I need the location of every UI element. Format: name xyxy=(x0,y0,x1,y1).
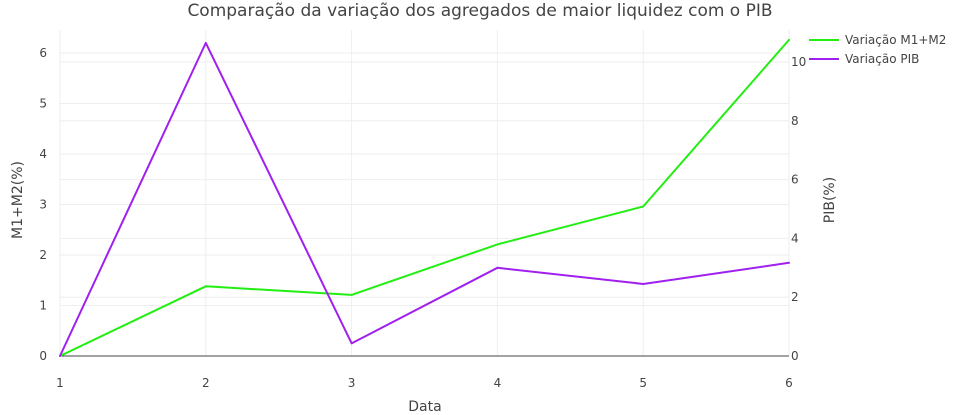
y-left-tick-label: 5 xyxy=(39,97,47,111)
y-left-tick-label: 0 xyxy=(39,349,47,363)
series-lines xyxy=(59,38,790,357)
y-axis-left-ticks: 0 1 2 3 4 5 6 xyxy=(39,46,47,363)
y-left-tick-label: 2 xyxy=(39,248,47,262)
x-tick-label: 6 xyxy=(785,376,793,390)
series-line-pib[interactable] xyxy=(59,41,790,357)
chart-title: Comparação da variação dos agregados de … xyxy=(187,1,772,21)
y-right-tick-label: 2 xyxy=(791,290,799,304)
y-left-tick-label: 3 xyxy=(39,198,47,212)
gridlines xyxy=(59,30,790,356)
legend-item-m1m2[interactable]: Variação M1+M2 xyxy=(809,33,946,47)
x-tick-label: 2 xyxy=(202,376,210,390)
y-axis-right-title: PIB(%) xyxy=(822,177,838,223)
x-axis-title: Data xyxy=(408,399,441,415)
x-axis-ticks: 1 2 3 4 5 6 xyxy=(56,376,793,390)
y-right-tick-label: 6 xyxy=(791,173,799,187)
x-tick-label: 4 xyxy=(494,376,502,390)
y-left-tick-label: 6 xyxy=(39,46,47,60)
y-axis-right-ticks: 0 2 4 6 8 10 xyxy=(791,55,806,363)
y-right-tick-label: 0 xyxy=(791,349,799,363)
x-tick-label: 3 xyxy=(348,376,356,390)
series-line-m1m2[interactable] xyxy=(59,38,790,357)
y-right-tick-label: 8 xyxy=(791,114,799,128)
y-axis-left-title: M1+M2(%) xyxy=(10,161,26,239)
legend-label-m1m2: Variação M1+M2 xyxy=(845,33,946,47)
legend-item-pib[interactable]: Variação PIB xyxy=(809,52,919,66)
legend-label-pib: Variação PIB xyxy=(845,52,919,66)
y-right-tick-label: 4 xyxy=(791,231,799,245)
y-left-tick-label: 1 xyxy=(39,299,47,313)
x-tick-label: 5 xyxy=(639,376,647,390)
y-left-tick-label: 4 xyxy=(39,147,47,161)
legend: Variação M1+M2 Variação PIB xyxy=(809,33,946,66)
x-tick-label: 1 xyxy=(56,376,64,390)
y-right-tick-label: 10 xyxy=(791,55,806,69)
